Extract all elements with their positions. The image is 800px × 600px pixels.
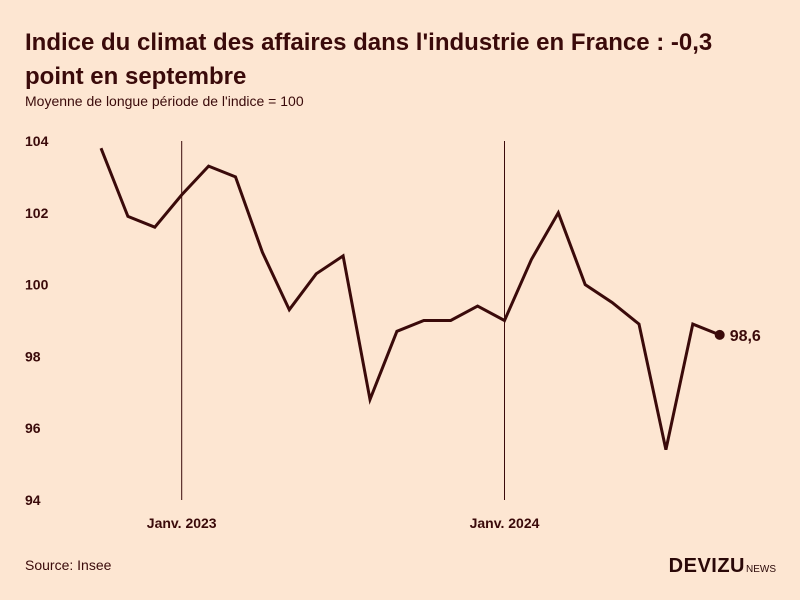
source-note: Source: Insee (25, 557, 112, 573)
y-tick-label: 104 (25, 133, 49, 149)
brand-name: DEVIZU (668, 555, 745, 577)
brand-suffix: NEWS (746, 564, 776, 575)
y-tick-label: 98 (25, 348, 41, 364)
y-tick-label: 94 (25, 492, 41, 508)
x-tick-label: Janv. 2023 (147, 515, 217, 531)
brand-logo: DEVIZU NEWS (669, 555, 776, 578)
x-tick-label: Janv. 2024 (470, 515, 540, 531)
series-line (99, 147, 721, 451)
last-value-marker (714, 329, 725, 340)
y-tick-label: 96 (25, 420, 41, 436)
y-tick-label: 102 (25, 205, 49, 221)
y-tick-label: 100 (25, 277, 49, 293)
last-value-label: 98,6 (730, 328, 761, 345)
chart-title: Indice du climat des affaires dans l'ind… (25, 29, 713, 90)
chart-subtitle: Moyenne de longue période de l'indice = … (25, 93, 304, 109)
